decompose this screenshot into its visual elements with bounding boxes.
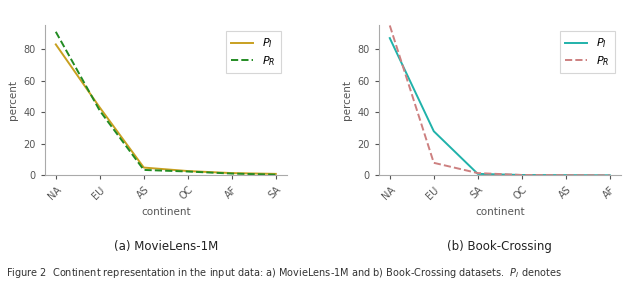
Line: $P_I$: $P_I$ — [56, 44, 276, 174]
$P_I$ — [140, 166, 148, 169]
Legend: $P_I$, $P_R$: $P_I$, $P_R$ — [559, 31, 615, 73]
Y-axis label: percent: percent — [342, 80, 352, 121]
$P_I$ — [52, 43, 60, 46]
$P_R$ — [518, 173, 525, 177]
X-axis label: continent: continent — [475, 207, 525, 217]
Line: $P_R$: $P_R$ — [56, 32, 276, 175]
$P_I$ — [606, 173, 614, 177]
$P_R$ — [272, 173, 280, 176]
$P_R$ — [474, 171, 482, 175]
$P_R$ — [386, 24, 394, 27]
$P_R$ — [96, 109, 104, 112]
$P_R$ — [52, 30, 60, 33]
Y-axis label: percent: percent — [8, 80, 18, 121]
Legend: $P_I$, $P_R$: $P_I$, $P_R$ — [226, 31, 281, 73]
$P_R$ — [562, 173, 570, 177]
$P_I$ — [272, 172, 280, 175]
$P_R$ — [228, 172, 236, 175]
Line: $P_R$: $P_R$ — [390, 25, 610, 175]
Line: $P_I$: $P_I$ — [390, 38, 610, 175]
$P_I$ — [518, 173, 525, 177]
Text: Figure 2  Continent representation in the input data: a) MovieLens-1M and b) Boo: Figure 2 Continent representation in the… — [6, 266, 563, 280]
X-axis label: continent: continent — [141, 207, 191, 217]
$P_I$ — [386, 37, 394, 40]
$P_R$ — [606, 173, 614, 177]
$P_R$ — [184, 170, 191, 173]
$P_I$ — [430, 130, 438, 133]
$P_R$ — [430, 161, 438, 164]
$P_I$ — [96, 106, 104, 109]
$P_I$ — [228, 171, 236, 175]
$P_R$ — [140, 168, 148, 171]
$P_I$ — [562, 173, 570, 177]
$P_I$ — [474, 172, 482, 175]
$P_I$ — [184, 169, 191, 173]
Text: (a) MovieLens-1M: (a) MovieLens-1M — [114, 240, 218, 253]
Text: (b) Book-Crossing: (b) Book-Crossing — [447, 240, 552, 253]
